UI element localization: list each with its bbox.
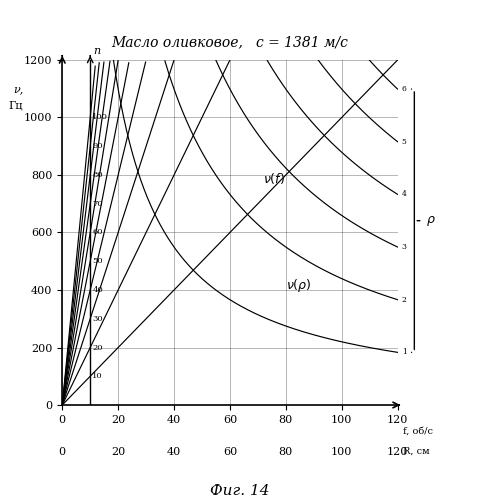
Text: 5: 5 xyxy=(402,138,407,145)
Text: 80: 80 xyxy=(92,171,103,179)
Text: 30: 30 xyxy=(92,315,103,322)
Text: n: n xyxy=(93,46,100,56)
Text: $\nu(\rho)$: $\nu(\rho)$ xyxy=(286,278,311,294)
Text: 6: 6 xyxy=(402,85,407,93)
Text: 90: 90 xyxy=(92,142,103,150)
Text: 2: 2 xyxy=(402,296,407,304)
Text: 0: 0 xyxy=(59,446,66,456)
Text: 4: 4 xyxy=(402,190,407,198)
Text: Фиг. 14: Фиг. 14 xyxy=(210,484,269,498)
Text: 40: 40 xyxy=(167,446,181,456)
Text: 120: 120 xyxy=(387,446,408,456)
Text: 100: 100 xyxy=(92,114,108,122)
Text: 20: 20 xyxy=(111,446,125,456)
Text: R, см: R, см xyxy=(403,446,430,456)
Text: 70: 70 xyxy=(92,200,103,207)
Text: 60: 60 xyxy=(92,228,103,236)
Text: 100: 100 xyxy=(331,446,353,456)
Text: 1: 1 xyxy=(402,348,407,356)
Text: 60: 60 xyxy=(223,446,237,456)
Text: f, об/с: f, об/с xyxy=(403,426,433,436)
Text: ν,: ν, xyxy=(13,84,23,94)
Text: $\nu(f)$: $\nu(f)$ xyxy=(263,172,285,186)
Title: Масло оливковое,   c = 1381 м/с: Масло оливковое, c = 1381 м/с xyxy=(112,35,348,49)
Text: 20: 20 xyxy=(92,344,103,351)
Text: 80: 80 xyxy=(279,446,293,456)
Text: 10: 10 xyxy=(92,372,103,380)
Text: 50: 50 xyxy=(92,257,103,265)
Text: 3: 3 xyxy=(402,243,407,251)
Text: $\rho$: $\rho$ xyxy=(425,214,435,228)
Text: 40: 40 xyxy=(92,286,103,294)
Text: Гц: Гц xyxy=(9,101,23,111)
